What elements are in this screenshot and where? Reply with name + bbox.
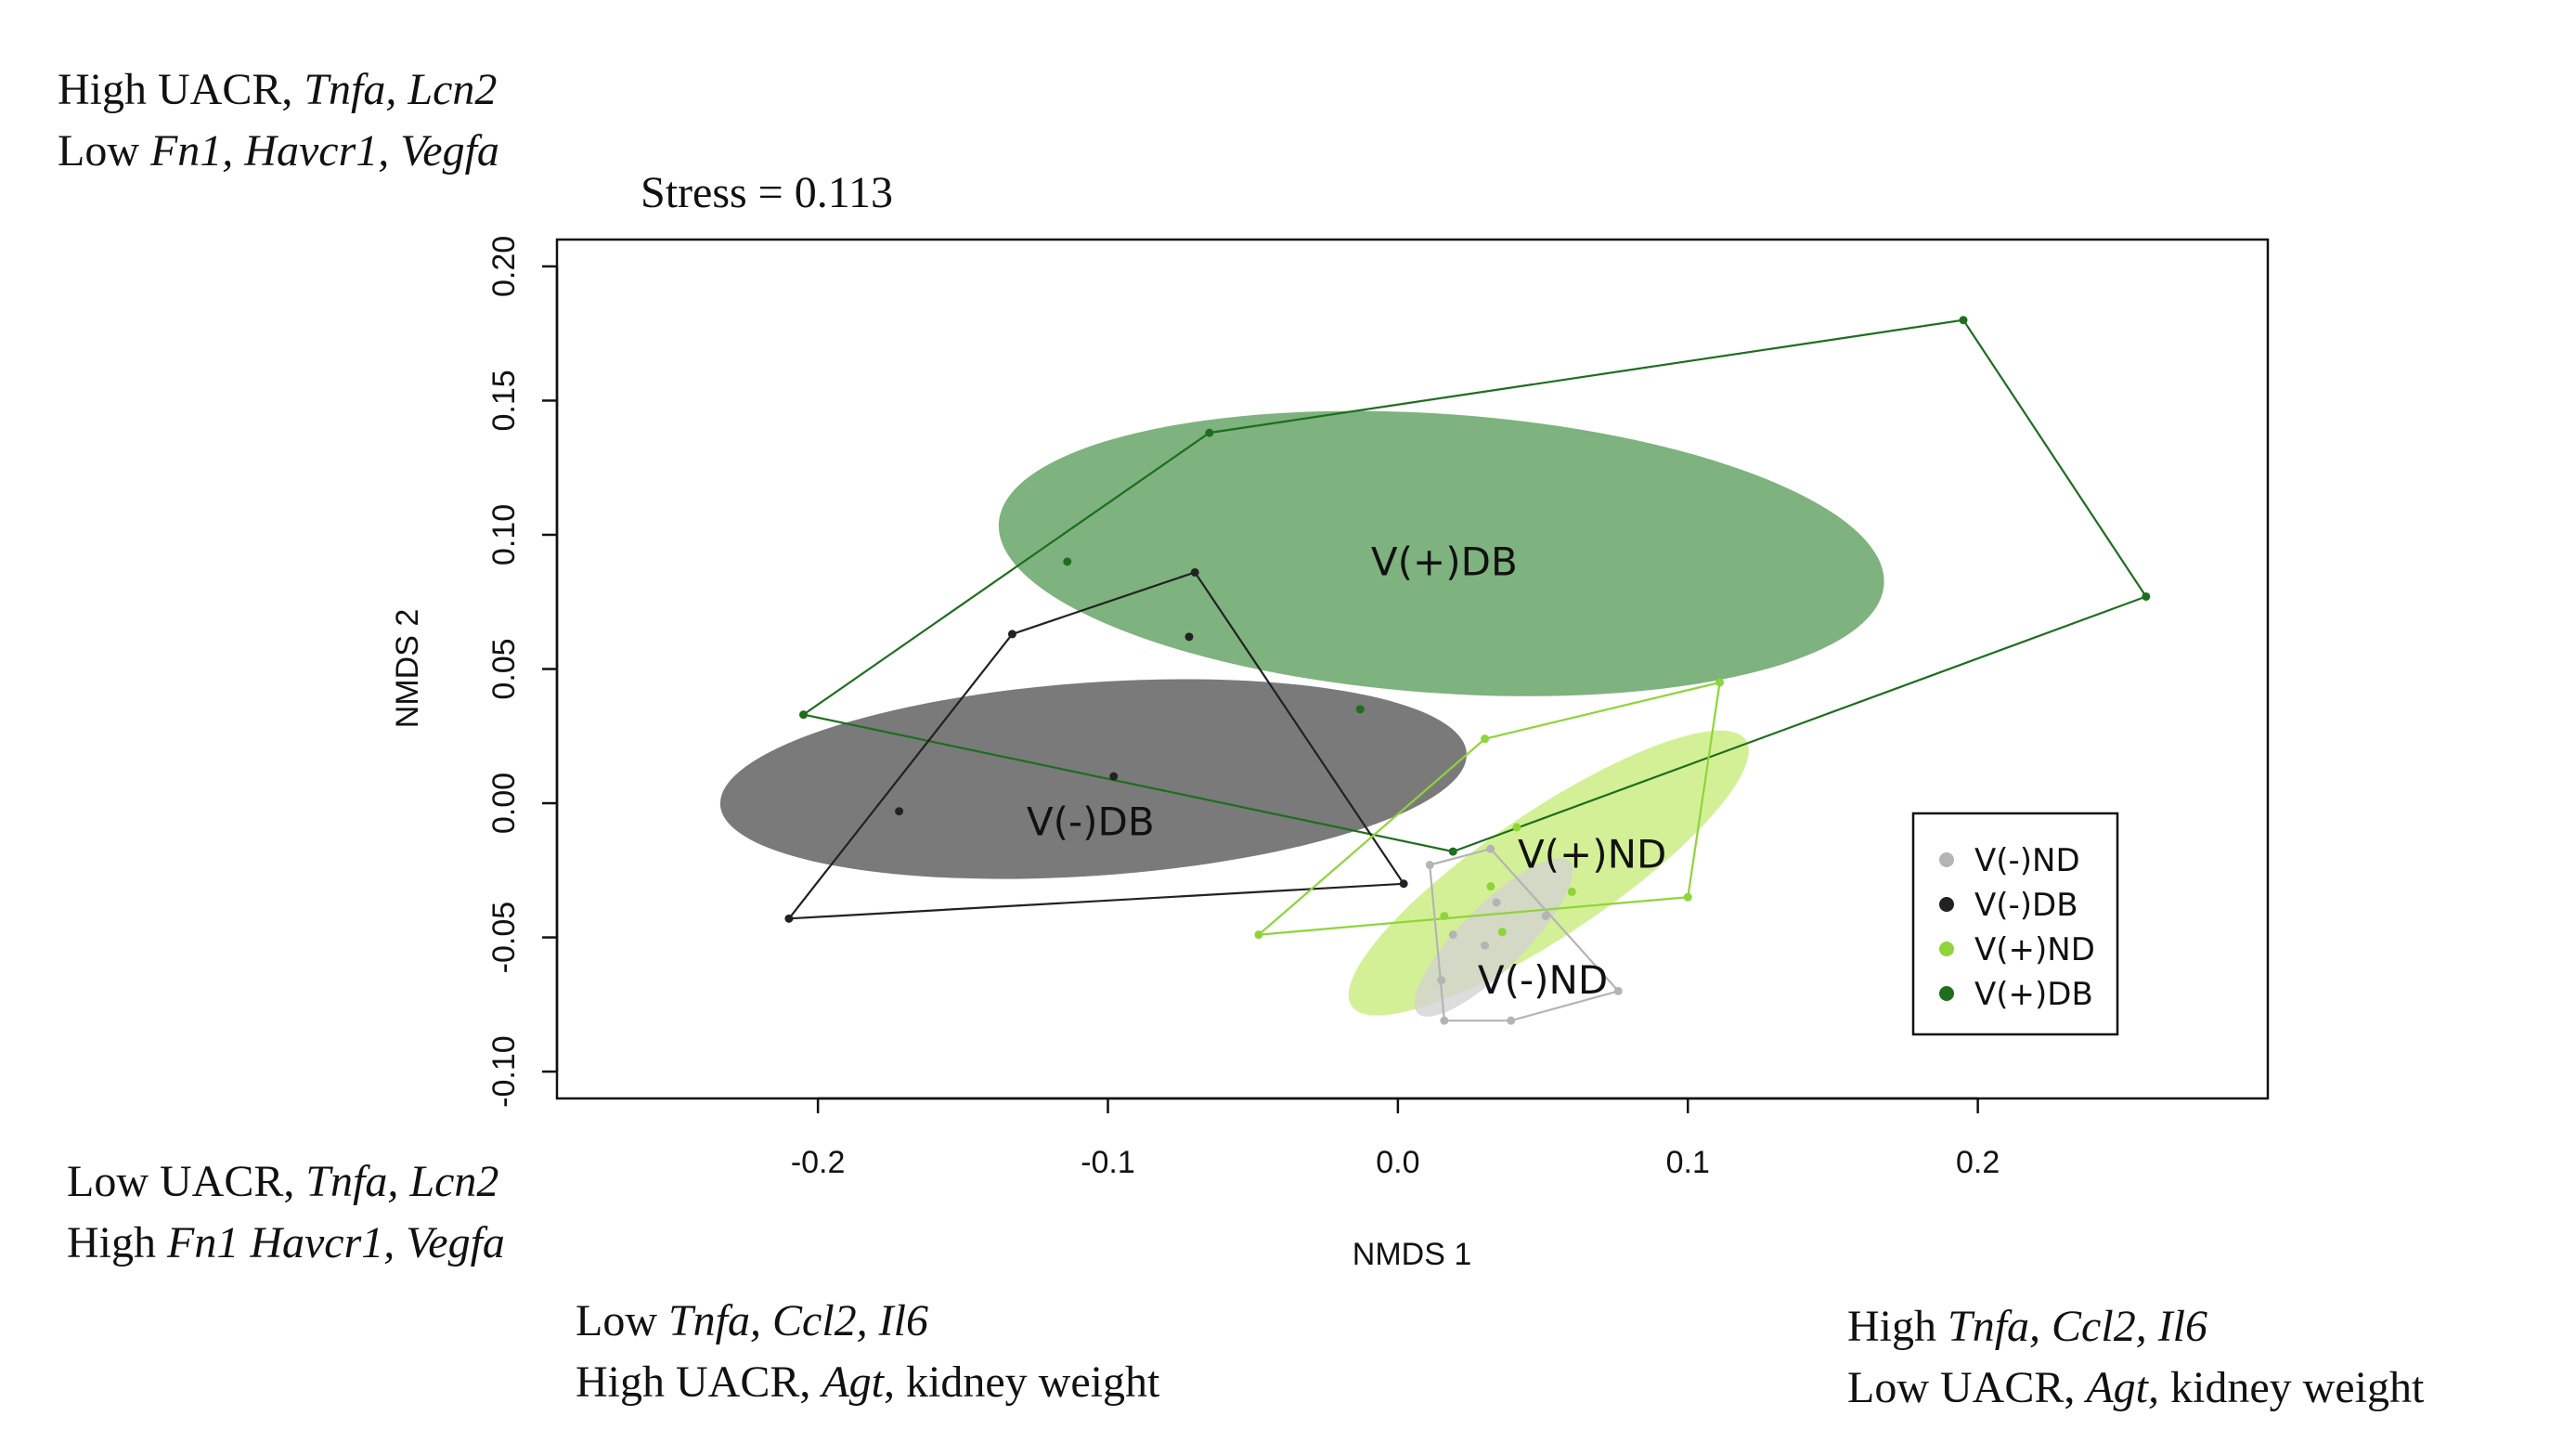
ellipse-label-v-nd: V(+)ND <box>1518 831 1666 877</box>
annotation-bottom-center-line2: High UACR, Agt, kidney weight <box>576 1358 1160 1407</box>
x-tick-label-4: 0.2 <box>1956 1145 2000 1180</box>
point-v-nd-5 <box>1512 823 1521 832</box>
point-v-nd-4 <box>1507 1016 1516 1025</box>
point-v-db-4 <box>2142 591 2151 601</box>
point-v-nd-1 <box>1425 861 1434 870</box>
point-v-nd-9 <box>1541 911 1550 920</box>
ellipse-v-db <box>998 410 1884 696</box>
legend-marker-v-nd <box>1939 942 1954 956</box>
point-v-db-7 <box>1109 772 1119 781</box>
point-v-db-1 <box>784 914 794 923</box>
y-axis: -0.10 -0.05 0.00 0.05 0.10 0.15 0.20 <box>486 236 559 1108</box>
point-v-nd-1 <box>1254 930 1263 940</box>
point-v-db-2 <box>1007 630 1016 639</box>
point-v-nd-2 <box>1481 734 1490 744</box>
point-v-nd-7 <box>1448 930 1457 940</box>
annotation-top-left: High UACR, Tnfa, Lcn2 Low Fn1, Havcr1, V… <box>58 59 499 182</box>
point-v-db-5 <box>1063 557 1072 566</box>
ellipse-label-v-db: V(+)DB <box>1371 539 1518 584</box>
legend: V(-)ND V(-)DB V(+)ND V(+)DB <box>1911 812 2119 1036</box>
y-tick-label-5: 0.15 <box>486 370 522 431</box>
point-v-nd-6 <box>1437 976 1446 985</box>
legend-label-v-db: V(-)DB <box>1974 887 2078 924</box>
annotation-bottom-left: Low UACR, Tnfa, Lcn2 High Fn1 Havcr1, Ve… <box>67 1151 505 1274</box>
point-v-nd-10 <box>1481 941 1490 950</box>
y-tick-label-4: 0.10 <box>486 504 522 565</box>
y-axis-label: NMDS 2 <box>390 609 425 728</box>
legend-label-v-nd: V(-)ND <box>1974 842 2080 879</box>
point-v-nd-4 <box>1683 892 1692 902</box>
point-v-nd-5 <box>1440 1016 1449 1025</box>
annotation-top-left-line2: Low Fn1, Havcr1, Vegfa <box>58 126 499 175</box>
ellipse-label-v-db: V(-)DB <box>1027 799 1155 845</box>
ellipse-label-v-nd: V(-)ND <box>1478 957 1608 1003</box>
point-v-db-6 <box>895 807 904 816</box>
annotation-bottom-left-line1: Low UACR, Tnfa, Lcn2 <box>67 1157 499 1206</box>
point-v-db-2 <box>1205 428 1214 437</box>
legend-marker-v-nd <box>1939 852 1954 867</box>
y-tick-label-0: -0.10 <box>486 1035 522 1108</box>
annotation-bottom-center: Low Tnfa, Ccl2, Il6 High UACR, Agt, kidn… <box>576 1291 1159 1413</box>
point-v-nd-7 <box>1486 882 1495 891</box>
y-tick-label-2: 0.00 <box>486 773 522 834</box>
annotation-bottom-right-line1: High Tnfa, Ccl2, Il6 <box>1847 1302 2208 1351</box>
confidence-ellipses <box>719 410 1884 1017</box>
annotation-top-left-line1: High UACR, Tnfa, Lcn2 <box>58 65 498 114</box>
stress-label: Stress = 0.113 <box>641 168 893 217</box>
point-v-nd-2 <box>1486 844 1495 853</box>
x-axis: -0.2 -0.1 0.0 0.1 0.2 <box>791 1097 2000 1180</box>
legend-label-v-nd: V(+)ND <box>1974 931 2095 968</box>
y-tick-label-1: -0.05 <box>486 902 522 974</box>
legend-label-v-db: V(+)DB <box>1974 976 2093 1013</box>
point-v-db-4 <box>1399 879 1408 889</box>
point-v-nd-6 <box>1567 887 1576 896</box>
point-v-db-5 <box>1184 632 1194 642</box>
x-tick-label-1: -0.1 <box>1081 1145 1135 1180</box>
legend-marker-v-db <box>1939 897 1954 912</box>
point-v-nd-3 <box>1613 986 1623 995</box>
point-v-db-1 <box>799 710 809 720</box>
y-tick-label-3: 0.05 <box>486 638 522 699</box>
point-v-nd-3 <box>1715 678 1725 687</box>
hull-v-nd <box>1429 847 1621 1022</box>
annotation-bottom-left-line2: High Fn1 Havcr1, Vegfa <box>67 1218 505 1267</box>
point-v-db-6 <box>1355 705 1365 714</box>
ellipse-v-db <box>719 679 1467 879</box>
x-tick-label-3: 0.1 <box>1666 1145 1710 1180</box>
point-v-nd-8 <box>1492 898 1501 907</box>
annotation-bottom-center-line1: Low Tnfa, Ccl2, Il6 <box>576 1296 928 1345</box>
point-v-nd-8 <box>1497 928 1507 937</box>
y-tick-label-6: 0.20 <box>486 236 522 297</box>
point-v-db-3 <box>1959 316 1968 325</box>
x-tick-label-2: 0.0 <box>1376 1145 1419 1180</box>
legend-marker-v-db <box>1939 986 1954 1001</box>
data-points <box>784 316 2151 1025</box>
point-v-nd-9 <box>1440 911 1449 920</box>
x-tick-label-0: -0.2 <box>791 1145 846 1180</box>
ellipse-labels: V(+)DB V(-)DB V(+)ND V(-)ND <box>1027 539 1667 1003</box>
annotation-bottom-right-line2: Low UACR, Agt, kidney weight <box>1847 1363 2425 1412</box>
point-v-db-7 <box>1448 847 1457 856</box>
annotation-bottom-right: High Tnfa, Ccl2, Il6 Low UACR, Agt, kidn… <box>1847 1296 2424 1419</box>
hull-v-db <box>800 318 2148 853</box>
point-v-db-3 <box>1190 567 1199 577</box>
x-axis-label: NMDS 1 <box>1353 1237 1471 1272</box>
